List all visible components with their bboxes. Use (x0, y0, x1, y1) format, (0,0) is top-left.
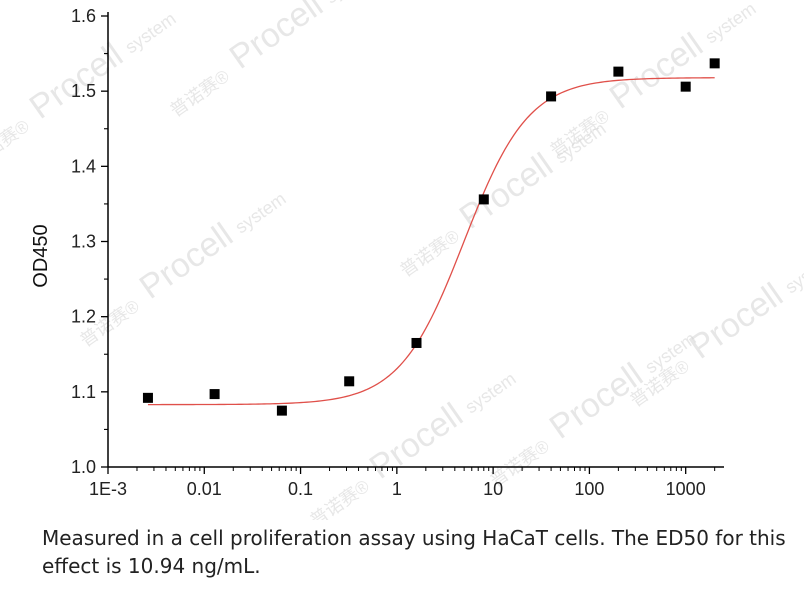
data-points (142, 58, 720, 416)
watermark-cn: 普诺赛® (396, 226, 463, 281)
x-tick-label: 1000 (666, 479, 706, 499)
x-tick-label: 10 (483, 479, 503, 499)
data-point (680, 81, 691, 92)
data-point (142, 392, 153, 403)
y-tick-label: 1.0 (71, 457, 96, 477)
watermark-sub: system (231, 188, 289, 237)
watermark-sub: system (321, 0, 379, 7)
watermark-brand: Procell (453, 146, 560, 237)
data-point (709, 58, 720, 69)
watermark-sub: system (121, 8, 179, 57)
y-tick-label: 1.3 (71, 232, 96, 252)
x-tick-label: 1 (392, 479, 402, 499)
x-tick-label: 100 (574, 479, 604, 499)
chart: Procellsystem普诺赛®Procellsystem普诺赛®Procel… (0, 0, 804, 520)
data-point (209, 389, 220, 400)
y-tick-label: 1.1 (71, 382, 96, 402)
watermark-cn: 普诺赛® (306, 476, 373, 520)
y-tick-label: 1.4 (71, 156, 96, 176)
data-point (478, 194, 489, 205)
data-point (613, 66, 624, 77)
data-point (276, 405, 287, 416)
watermark-brand: Procell (363, 396, 470, 487)
watermark-cn: 普诺赛® (166, 66, 233, 121)
fit-curve (147, 77, 715, 406)
watermark-brand: Procell (133, 216, 240, 307)
fit-line (147, 77, 715, 406)
x-tick-label: 1E-3 (89, 479, 127, 499)
watermark-sub: system (461, 368, 519, 417)
y-tick-label: 1.6 (71, 6, 96, 26)
watermark-sub: system (781, 248, 804, 297)
y-axis-title: OD450 (30, 224, 52, 287)
watermark-sub: system (701, 0, 759, 47)
ticks: 1.0 1.1 1.2 1.3 1.4 1.5 1.6 1E-3 0.01 0.1 1 10 100 10… (71, 6, 716, 499)
caption: Measured in a cell proliferation assay u… (42, 526, 786, 578)
data-point (411, 337, 422, 348)
watermark-brand: Procell (223, 0, 330, 77)
x-tick-label: 0.1 (288, 479, 313, 499)
y-tick-label: 1.5 (71, 81, 96, 101)
data-point (546, 91, 557, 102)
watermark-cn: 普诺赛® (0, 116, 33, 171)
y-tick-label: 1.2 (71, 307, 96, 327)
x-tick-label: 0.01 (187, 479, 222, 499)
watermark-brand: Procell (683, 276, 790, 367)
data-point (344, 376, 355, 387)
axes (107, 12, 724, 468)
